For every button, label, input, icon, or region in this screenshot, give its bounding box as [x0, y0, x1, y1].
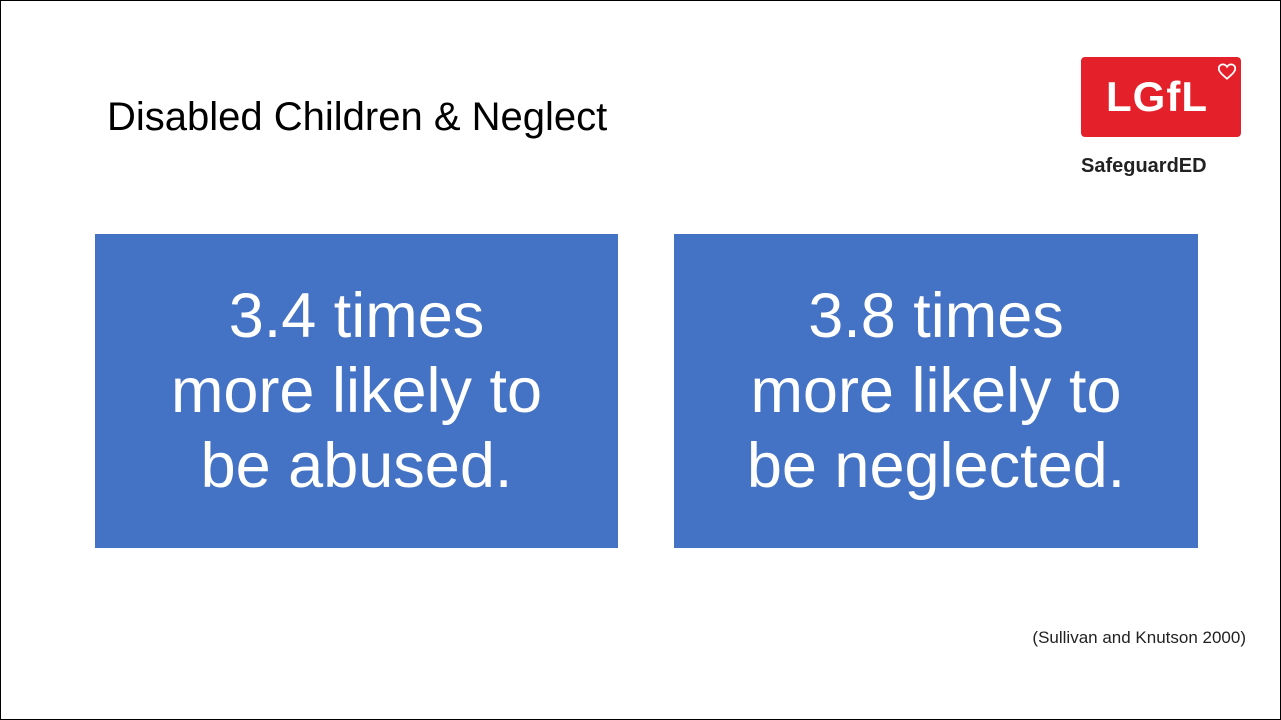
stat-text: 3.4 times more likely to be abused. [171, 279, 542, 504]
stat-line: more likely to [170, 355, 543, 426]
stat-line: be neglected. [746, 430, 1126, 501]
stat-box-abused: 3.4 times more likely to be abused. [95, 234, 618, 548]
heart-icon [1218, 63, 1236, 80]
stat-line: 3.4 times [228, 280, 485, 351]
lgfl-logo: LGfL SafeguardED [1081, 57, 1251, 191]
logo-subtitle: SafeguardED [1081, 155, 1207, 177]
stat-line: more likely to [750, 355, 1122, 426]
stat-text: 3.8 times more likely to be neglected. [747, 279, 1125, 504]
stat-line: 3.8 times [808, 280, 1064, 351]
stat-line: be abused. [200, 430, 513, 501]
slide-title: Disabled Children & Neglect [107, 95, 608, 139]
logo-badge: LGfL [1081, 57, 1241, 137]
stat-box-neglected: 3.8 times more likely to be neglected. [674, 234, 1198, 548]
logo-badge-text: LGfL [1106, 73, 1208, 120]
citation: (Sullivan and Knutson 2000) [1032, 628, 1246, 647]
